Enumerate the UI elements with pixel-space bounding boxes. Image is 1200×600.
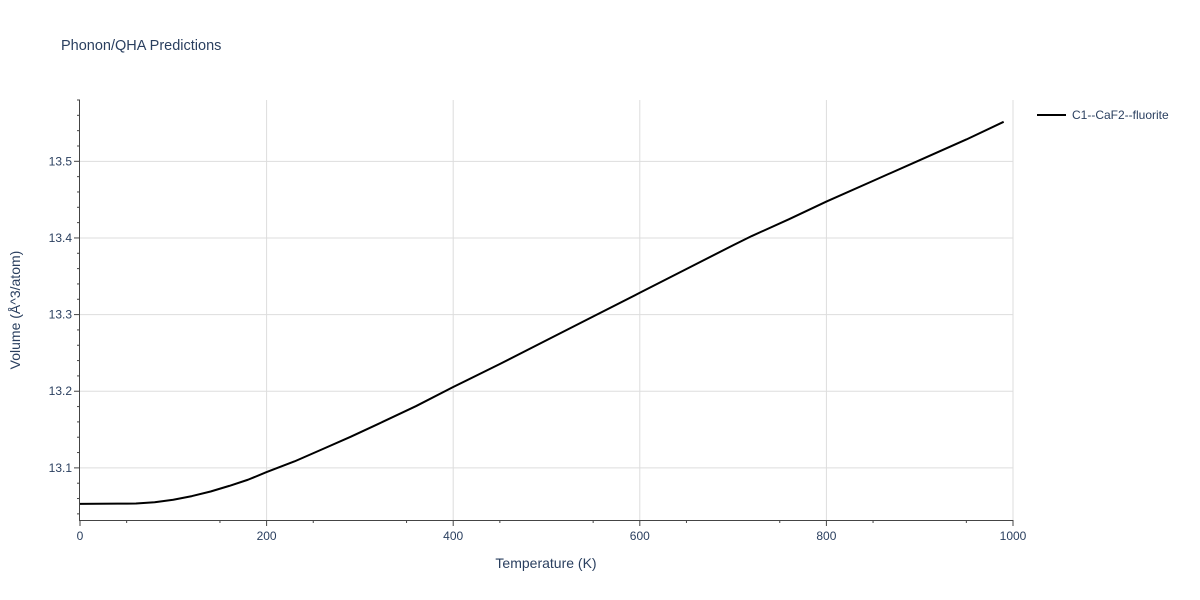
x-gridlines [266, 100, 1014, 520]
y-axis-title: Volume (Å^3/atom) [7, 251, 23, 370]
legend[interactable]: C1--CaF2--fluorite [1037, 108, 1169, 122]
x-tick-label: 200 [257, 529, 277, 543]
y-tick-label: 13.3 [49, 308, 73, 322]
x-axis-tick-labels: 0 200 400 600 800 1000 [77, 529, 1027, 543]
x-tick-label: 400 [443, 529, 463, 543]
y-axis-ticks [74, 99, 80, 515]
x-tick-label: 600 [630, 529, 650, 543]
x-axis-title: Temperature (K) [495, 555, 596, 571]
legend-label: C1--CaF2--fluorite [1072, 108, 1169, 122]
x-axis-ticks [79, 520, 1014, 526]
y-tick-label: 13.1 [49, 461, 73, 475]
y-gridlines [80, 160, 1013, 469]
x-tick-label: 1000 [1000, 529, 1027, 543]
series-line [79, 120, 1005, 505]
series-layer [79, 120, 1005, 505]
chart-title: Phonon/QHA Predictions [61, 38, 221, 54]
x-tick-label: 800 [816, 529, 836, 543]
y-tick-label: 13.5 [49, 154, 73, 168]
y-axis-tick-labels: 13.1 13.2 13.3 13.4 13.5 [49, 154, 73, 475]
y-tick-label: 13.4 [49, 231, 73, 245]
y-tick-label: 13.2 [49, 384, 73, 398]
x-tick-label: 0 [77, 529, 84, 543]
